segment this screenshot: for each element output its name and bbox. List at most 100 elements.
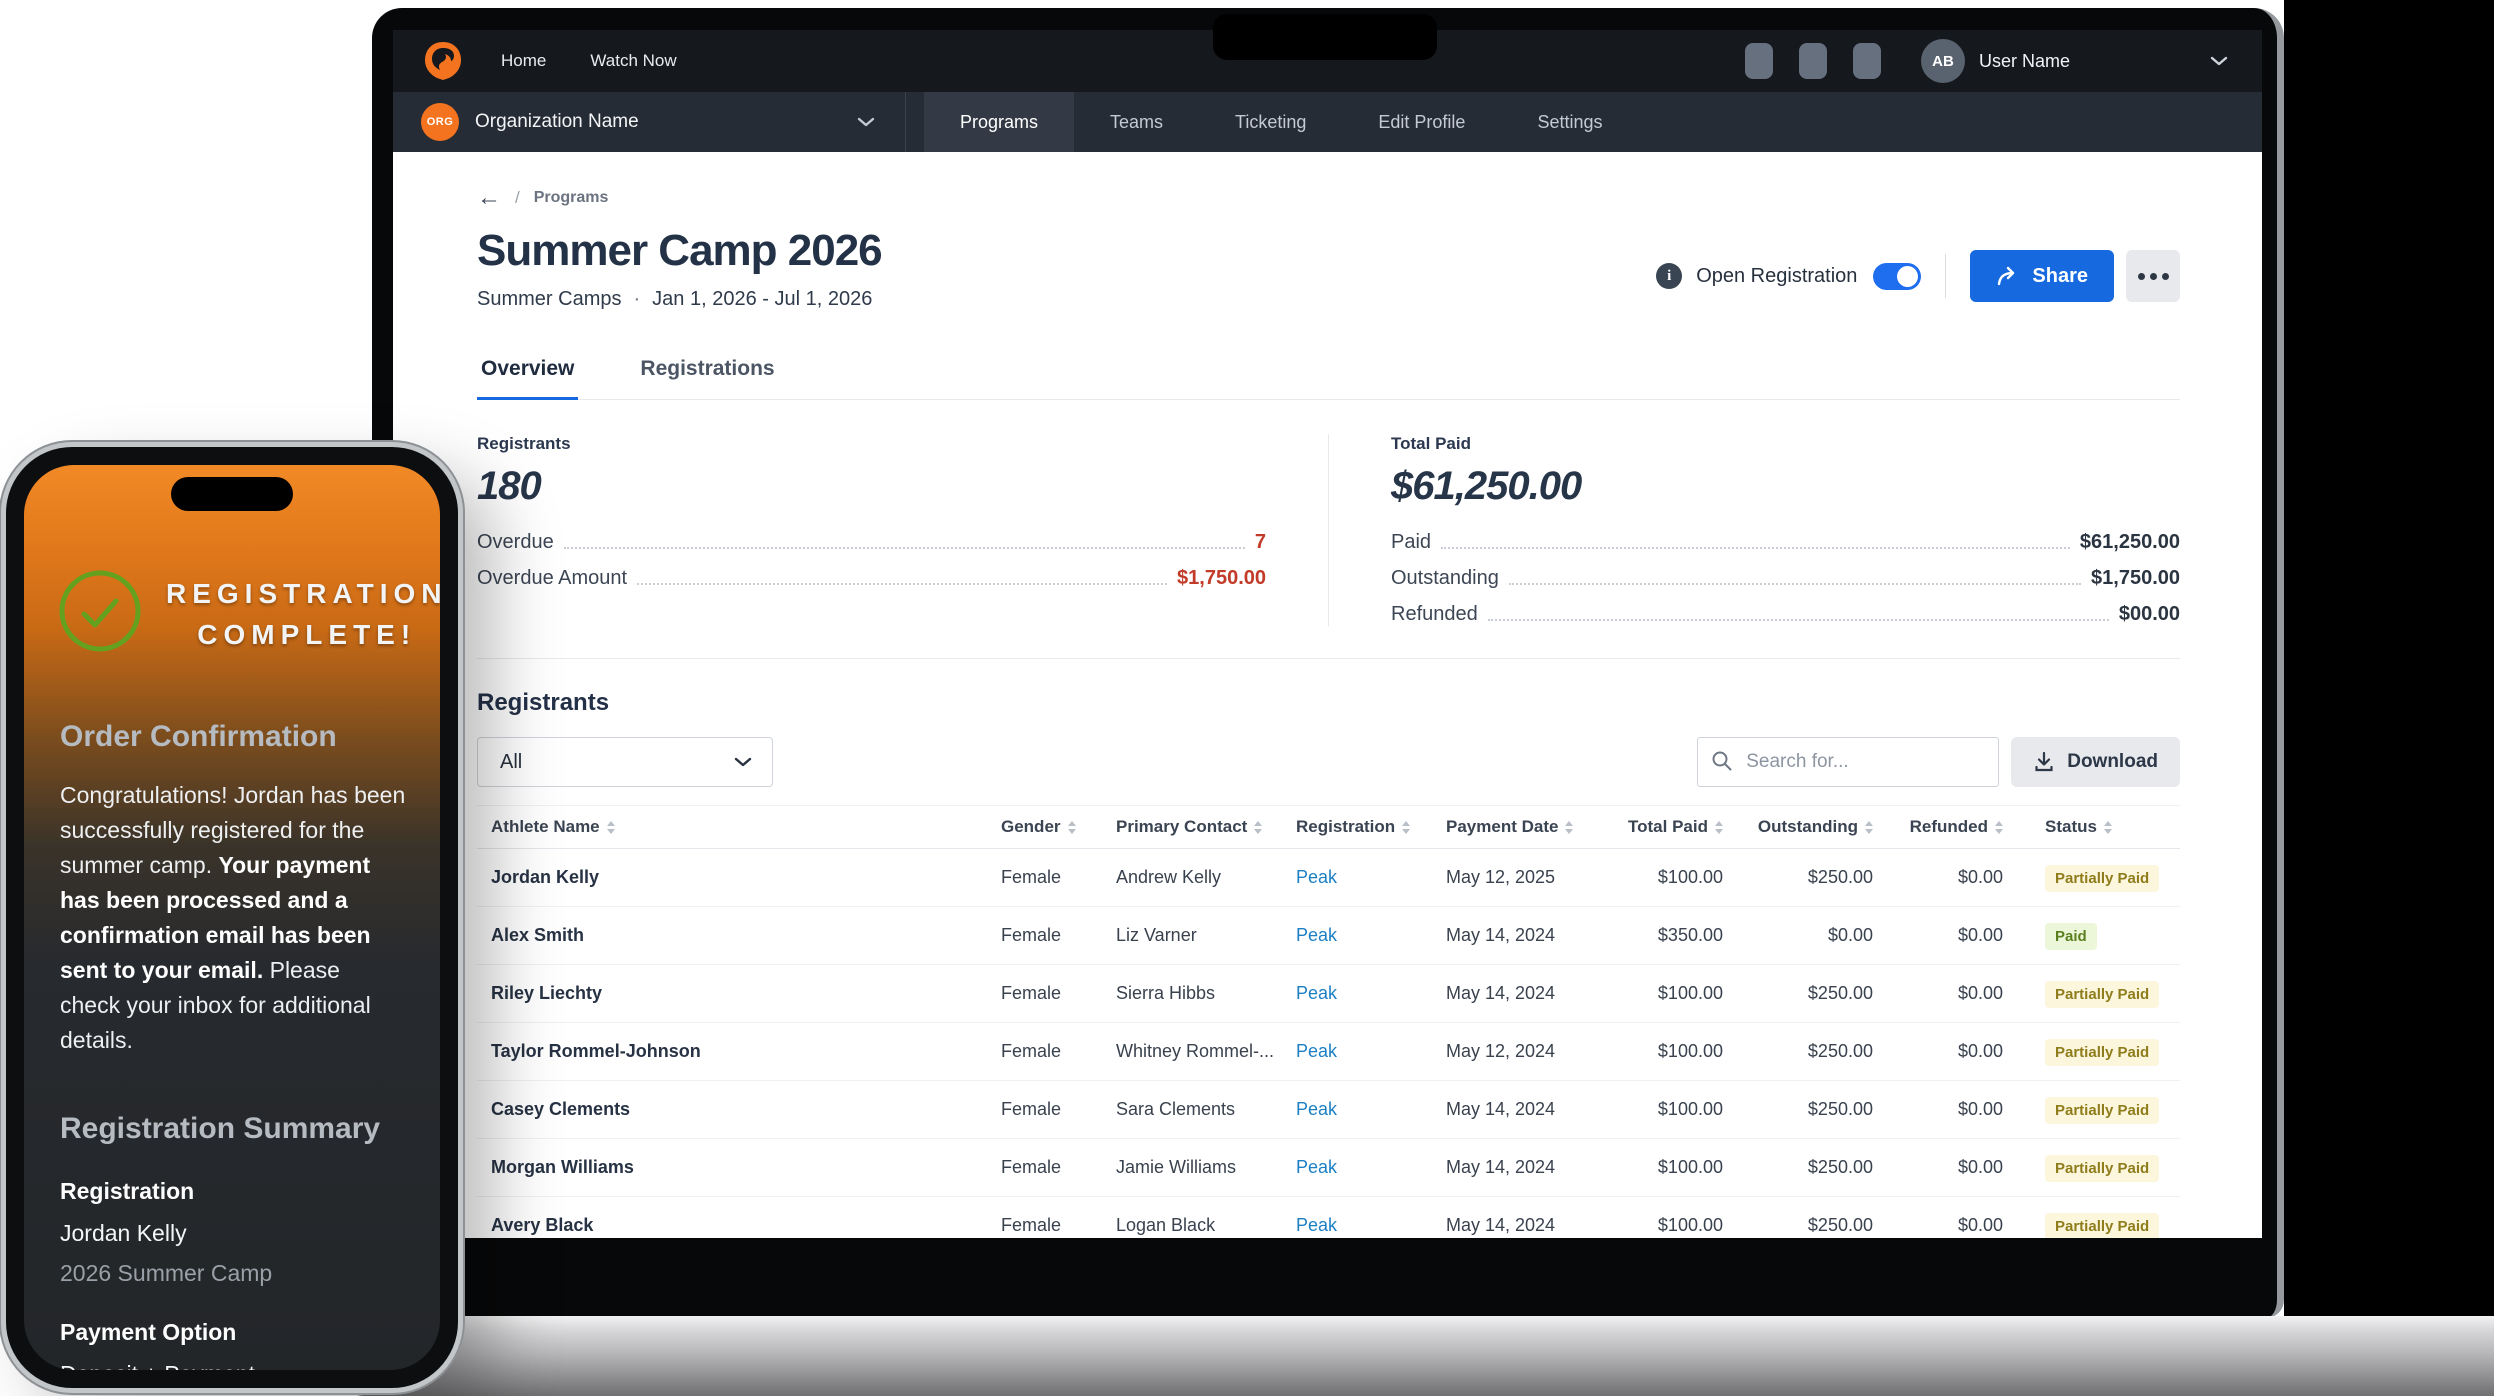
registration-summary: Registration Summary Registration Jordan…: [60, 1112, 406, 1370]
table-row[interactable]: Jordan Kelly Female Andrew Kelly Peak Ma…: [477, 849, 2180, 907]
nav-link-home[interactable]: Home: [501, 51, 547, 70]
share-button[interactable]: Share: [1970, 250, 2114, 302]
stats-panel: Registrants 180 Overdue 7 Overdue Amount: [477, 434, 2180, 626]
org-tab-teams[interactable]: Teams: [1110, 111, 1164, 132]
status-badge: Partially Paid: [2045, 865, 2160, 892]
nav-icon-button-2[interactable]: [1798, 43, 1827, 79]
status-badge: Partially Paid: [2045, 981, 2160, 1008]
breadcrumb-programs-link[interactable]: Programs: [533, 189, 609, 206]
back-arrow-icon[interactable]: ←: [477, 184, 501, 211]
column-header-gender[interactable]: Gender: [1001, 817, 1116, 837]
sort-icon: [1254, 820, 1263, 834]
org-bar: ORG Organization Name Programs Teams Tic…: [393, 92, 2262, 152]
org-tab-edit-profile[interactable]: Edit Profile: [1378, 111, 1466, 132]
dotted-leader: [1508, 583, 2082, 585]
divider: [905, 92, 906, 152]
sort-icon: [1715, 820, 1723, 834]
registration-link[interactable]: Peak: [1296, 1099, 1338, 1119]
org-tab-settings[interactable]: Settings: [1537, 111, 1603, 132]
registration-link[interactable]: Peak: [1296, 1157, 1338, 1177]
registrants-table: Athlete Name Gender Primary Contact Regi…: [477, 805, 2180, 1238]
flame-logo-icon[interactable]: [423, 41, 463, 81]
search-box: [1697, 737, 2000, 787]
download-button[interactable]: Download: [2011, 737, 2180, 787]
open-registration-toggle[interactable]: [1873, 262, 1922, 290]
laptop-base: [340, 1316, 2494, 1396]
status-badge: Partially Paid: [2045, 1039, 2160, 1066]
nav-right-cluster: AB User Name: [1719, 39, 2228, 83]
filter-select[interactable]: All: [477, 737, 773, 787]
top-nav-links: Home Watch Now: [501, 51, 677, 71]
org-tab-ticketing[interactable]: Ticketing: [1235, 111, 1307, 132]
table-row[interactable]: Morgan Williams Female Jamie Williams Pe…: [477, 1139, 2180, 1197]
phone-mockup: REGISTRATION COMPLETE! Order Confirmatio…: [6, 447, 458, 1388]
chevron-down-icon: [734, 757, 752, 767]
table-row[interactable]: Riley Liechty Female Sierra Hibbs Peak M…: [477, 965, 2180, 1023]
laptop-mockup: Home Watch Now AB User Name ORG: [372, 8, 2284, 1318]
nav-link-watch-now[interactable]: Watch Now: [590, 51, 677, 70]
subtitle-separator: ·: [633, 288, 641, 310]
table-row[interactable]: Casey Clements Female Sara Clements Peak…: [477, 1081, 2180, 1139]
registration-link[interactable]: Peak: [1296, 867, 1338, 887]
sort-icon: [606, 820, 615, 834]
table-row[interactable]: Taylor Rommel-Johnson Female Whitney Rom…: [477, 1023, 2180, 1081]
registration-link[interactable]: Peak: [1296, 925, 1338, 945]
order-confirmation-heading: Order Confirmation: [60, 720, 337, 753]
status-badge: Partially Paid: [2045, 1213, 2160, 1238]
sort-icon: [1565, 820, 1574, 834]
column-header-primary-contact[interactable]: Primary Contact: [1116, 817, 1296, 837]
nav-icon-button-3[interactable]: [1852, 43, 1881, 79]
org-selector[interactable]: ORG Organization Name: [393, 92, 905, 152]
share-arrow-icon: [1998, 266, 2015, 286]
black-backdrop: [2284, 0, 2494, 1318]
nav-icon-button-1[interactable]: [1744, 43, 1773, 79]
column-header-athlete-name[interactable]: Athlete Name: [491, 817, 1001, 837]
table-header-row: Athlete Name Gender Primary Contact Regi…: [477, 805, 2180, 849]
org-name-label: Organization Name: [475, 111, 639, 132]
org-tabs: Programs Teams Ticketing Edit Profile Se…: [924, 92, 1639, 152]
column-header-registration[interactable]: Registration: [1296, 817, 1446, 837]
registration-link[interactable]: Peak: [1296, 1041, 1338, 1061]
more-options-button[interactable]: [2126, 250, 2180, 302]
stat-label: Registrants: [477, 434, 571, 453]
order-confirmation-body: Congratulations! Jordan has been success…: [60, 782, 406, 1053]
table-row[interactable]: Alex Smith Female Liz Varner Peak May 14…: [477, 907, 2180, 965]
info-icon[interactable]: i: [1656, 263, 1683, 289]
registration-link[interactable]: Peak: [1296, 1215, 1338, 1235]
table-row[interactable]: Avery Black Female Logan Black Peak May …: [477, 1197, 2180, 1238]
stat-row-overdue: Overdue 7: [477, 531, 1266, 553]
header-actions: i Open Registration Share: [1656, 250, 2180, 302]
open-registration-label: Open Registration: [1696, 264, 1858, 287]
sort-icon: [2103, 820, 2112, 834]
status-badge: Paid: [2045, 923, 2097, 950]
search-input[interactable]: [1697, 737, 2000, 787]
section-divider: [477, 658, 2180, 659]
registration-complete-hero: REGISTRATION COMPLETE!: [58, 569, 440, 658]
org-badge: ORG: [421, 103, 459, 141]
chevron-down-icon[interactable]: [2210, 56, 2228, 66]
org-tab-programs[interactable]: Programs: [924, 92, 1075, 152]
column-header-total-paid[interactable]: Total Paid: [1611, 817, 1723, 837]
total-paid-stats: Total Paid $61,250.00 Paid $61,250.00 Ou…: [1328, 434, 2180, 626]
tab-overview[interactable]: Overview: [477, 357, 579, 400]
column-header-refunded[interactable]: Refunded: [1873, 817, 2003, 837]
divider: [1945, 254, 1947, 298]
chevron-down-icon: [857, 117, 875, 127]
tab-registrations[interactable]: Registrations: [640, 357, 775, 380]
registration-summary-heading: Registration Summary: [60, 1112, 381, 1145]
avatar[interactable]: AB: [1920, 39, 1965, 83]
registrants-count: 180: [477, 464, 542, 508]
dotted-leader: [1487, 619, 2109, 621]
registration-link[interactable]: Peak: [1296, 983, 1338, 1003]
program-page: ← / Programs Summer Camp 2026 Summer Cam…: [393, 152, 2262, 1238]
user-name-label[interactable]: User Name: [1978, 50, 2070, 71]
registration-complete-headline: REGISTRATION COMPLETE!: [166, 577, 440, 650]
stat-label: Total Paid: [1391, 434, 1471, 453]
status-badge: Partially Paid: [2045, 1155, 2160, 1182]
registration-name: Jordan Kelly: [60, 1220, 187, 1246]
search-icon: [1711, 750, 1733, 777]
column-header-status[interactable]: Status: [2003, 817, 2163, 837]
column-header-outstanding[interactable]: Outstanding: [1723, 817, 1873, 837]
status-badge: Partially Paid: [2045, 1097, 2160, 1124]
column-header-payment-date[interactable]: Payment Date: [1446, 817, 1611, 837]
